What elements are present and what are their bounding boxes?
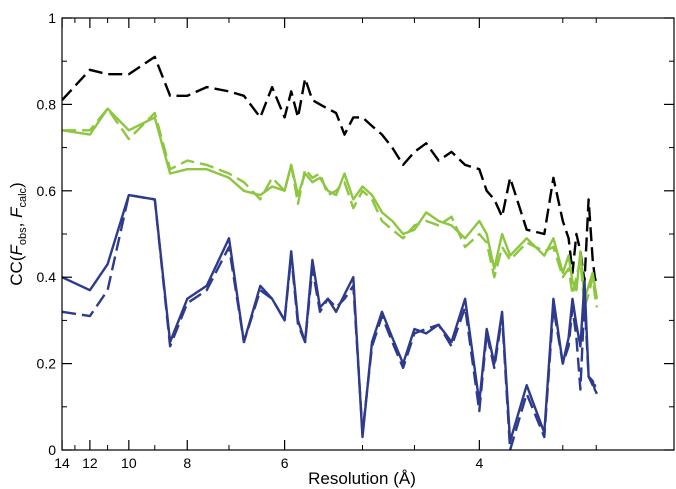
y-tick-label: 0 — [48, 442, 56, 458]
series-green-solid — [62, 107, 599, 300]
x-tick-label: 12 — [82, 455, 98, 471]
series-blue-solid — [62, 193, 598, 443]
series-green-dashed — [62, 107, 599, 309]
series-black-dashed — [62, 55, 599, 287]
y-tick-label: 0.8 — [37, 96, 57, 112]
y-tick-label: 1 — [48, 10, 56, 26]
x-axis: 14 12 10 8 6 4 — [54, 18, 597, 471]
x-axis-label: Resolution (Å) — [308, 469, 416, 488]
y-tick-label: 0.4 — [37, 269, 57, 285]
y-tick-label: 0.6 — [37, 183, 57, 199]
series-blue-dashed — [62, 193, 598, 450]
x-tick-label: 4 — [475, 455, 483, 471]
x-tick-label: 10 — [121, 455, 137, 471]
x-tick-label: 8 — [183, 455, 191, 471]
y-axis-label: CC(Fobs, Fcalc) — [7, 182, 29, 285]
y-axis: 0 0.2 0.4 0.6 0.8 1 — [37, 10, 674, 458]
series-layer — [62, 55, 599, 450]
y-tick-label: 0.2 — [37, 356, 57, 372]
x-tick-label: 14 — [54, 455, 70, 471]
x-tick-label: 6 — [281, 455, 289, 471]
